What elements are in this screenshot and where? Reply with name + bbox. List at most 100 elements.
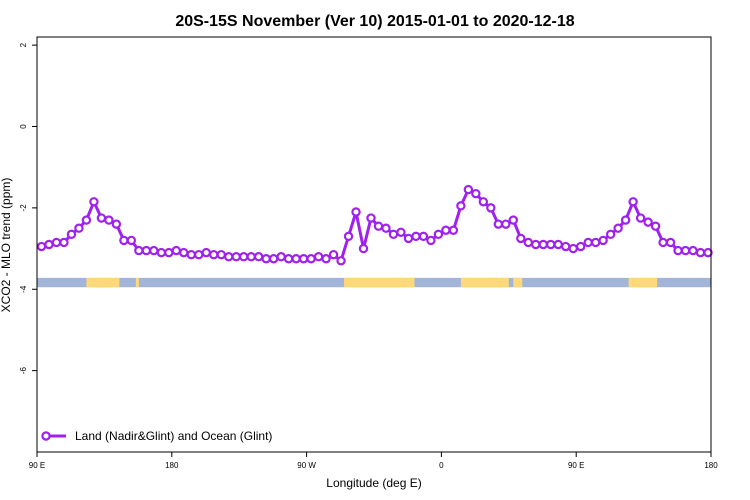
data-point	[620, 215, 631, 225]
y-tick-label: -2	[19, 204, 28, 212]
data-point	[575, 241, 586, 252]
data-point	[201, 247, 211, 258]
data-point	[665, 237, 676, 248]
data-point	[149, 245, 159, 256]
data-point	[501, 219, 511, 229]
data-point	[111, 219, 122, 229]
data-point	[268, 254, 279, 264]
data-point	[246, 252, 256, 262]
data-point	[238, 252, 249, 262]
data-point	[224, 252, 234, 262]
data-point	[306, 254, 316, 264]
data-point	[343, 231, 354, 242]
data-point	[358, 243, 369, 254]
land-band-segment	[344, 277, 415, 288]
data-point	[433, 229, 444, 240]
data-point	[126, 235, 137, 246]
x-tick-label: 90 W	[297, 461, 316, 470]
plot-frame	[36, 36, 712, 453]
x-tick-label: 90 E	[29, 461, 45, 470]
data-point	[104, 215, 114, 225]
data-point	[171, 245, 181, 256]
data-point	[366, 213, 376, 223]
data-point	[96, 213, 107, 223]
data-point	[418, 231, 429, 242]
data-point	[36, 241, 47, 252]
x-tick-label: 90 E	[568, 461, 584, 470]
data-point	[516, 233, 526, 244]
land-band-segment	[86, 277, 120, 288]
chart-title: 20S-15S November (Ver 10) 2015-01-01 to …	[175, 13, 574, 30]
data-point	[448, 225, 459, 235]
y-axis: 2 0 -2 -4 -6	[19, 42, 37, 374]
data-point	[568, 243, 578, 254]
series-layer	[36, 184, 713, 266]
data-point	[59, 237, 69, 248]
data-point	[261, 254, 271, 264]
x-axis-label: Longitude (deg E)	[326, 476, 421, 490]
data-point	[74, 223, 84, 233]
data-point	[531, 239, 541, 250]
data-point	[291, 254, 301, 264]
data-point	[298, 254, 309, 264]
land-band-segment	[460, 277, 509, 288]
data-point	[351, 207, 361, 217]
data-point	[688, 245, 698, 256]
data-point	[209, 249, 219, 260]
data-point	[546, 239, 556, 250]
data-point	[194, 249, 204, 260]
data-point	[650, 221, 661, 231]
x-tick-label: 180	[165, 461, 179, 470]
data-point	[403, 233, 414, 244]
data-point	[635, 213, 646, 223]
data-point	[231, 252, 241, 262]
data-point	[441, 225, 451, 235]
x-tick-label: 0	[439, 461, 444, 470]
data-point	[66, 229, 77, 240]
data-point	[313, 252, 324, 262]
land-band-segment	[135, 277, 139, 288]
y-tick-label: 0	[19, 124, 28, 129]
data-point	[583, 237, 593, 248]
data-point	[396, 227, 406, 237]
legend-marker	[41, 431, 51, 441]
data-point	[141, 245, 152, 256]
data-point	[164, 247, 174, 258]
data-point	[81, 215, 92, 225]
y-tick-label: -6	[19, 367, 28, 375]
data-point	[471, 188, 481, 199]
legend: Land (Nadir&Glint) and Ocean (Glint)	[41, 429, 272, 443]
data-point	[605, 229, 616, 240]
data-point	[523, 237, 533, 248]
data-point	[486, 203, 496, 213]
data-point	[156, 247, 167, 258]
data-point	[538, 239, 548, 250]
y-tick-label: 2	[19, 42, 28, 47]
data-point	[216, 249, 226, 260]
data-point	[253, 252, 264, 262]
data-point	[703, 247, 713, 258]
data-point	[373, 221, 384, 231]
data-point	[598, 235, 608, 246]
data-point	[134, 245, 144, 256]
data-point	[478, 197, 489, 207]
data-point	[44, 239, 54, 250]
y-axis-label: XCO2 - MLO trend (ppm)	[0, 178, 13, 313]
data-point	[628, 197, 638, 207]
data-point	[321, 254, 331, 264]
data-point	[643, 217, 653, 227]
data-point	[508, 215, 518, 225]
land-band-segment	[513, 277, 523, 288]
data-point	[426, 235, 436, 246]
surface-band	[37, 277, 711, 288]
x-axis: 90 E 180 90 W 0 90 E 180	[29, 452, 718, 470]
data-point	[695, 247, 706, 258]
data-point	[276, 252, 286, 262]
data-point	[186, 249, 196, 260]
land-band-segment	[628, 277, 658, 288]
data-point	[411, 231, 421, 242]
data-point	[673, 245, 683, 256]
x-tick-label: 180	[704, 461, 718, 470]
data-point	[613, 223, 623, 233]
